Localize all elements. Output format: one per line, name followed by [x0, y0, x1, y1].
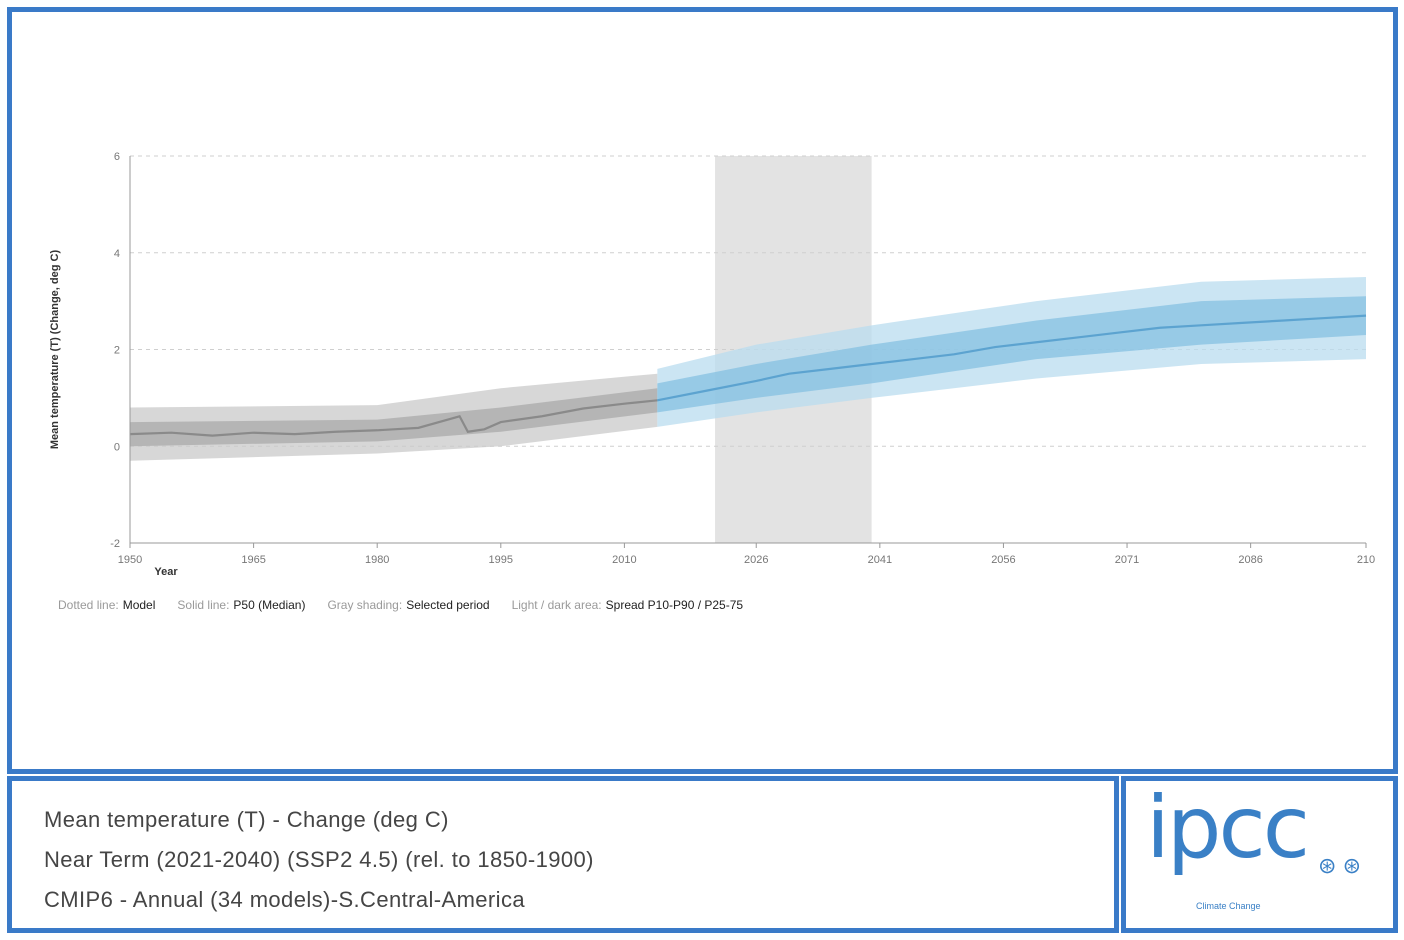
median-line: [657, 314, 1367, 402]
y-axis-title: Mean temperature (T) (Change, deg C): [49, 250, 61, 450]
x-tick-label: 1995: [489, 554, 513, 566]
x-tick-label: 1950: [118, 554, 142, 566]
x-tick-label: 1980: [365, 554, 389, 566]
ipcc-logo-panel: ipcc Climate Change ⊛ ⊛: [1121, 776, 1398, 933]
legend-item-model: Dotted line: Model: [58, 598, 156, 612]
legend-item-period: Gray shading: Selected period: [327, 598, 490, 612]
legend-item-spread: Light / dark area: Spread P10-P90 / P25-7…: [511, 598, 744, 612]
y-tick-label: 0: [114, 441, 120, 453]
ipcc-logo: ipcc: [1146, 778, 1310, 878]
ipcc-logo-subtitle: Climate Change: [1196, 901, 1261, 911]
chart-legend: Dotted line: Model Solid line: P50 (Median…: [58, 598, 743, 612]
y-tick-label: 4: [114, 248, 120, 260]
x-tick-label: 1965: [241, 554, 265, 566]
caption-variable: Mean temperature (T) - Change (deg C): [44, 807, 449, 832]
x-axis-title: Year: [154, 566, 178, 578]
temperature-chart: -2 0 2 4 6 1950 1965 1980 1995 2010 2026 2041 2056 20…: [49, 151, 1375, 578]
x-tick-label: 2026: [744, 554, 768, 566]
y-tick-label: 2: [114, 345, 120, 357]
legend-item-median: Solid line: P50 (Median): [177, 598, 306, 612]
caption-scenario: Near Term (2021-2040) (SSP2 4.5) (rel. t…: [44, 847, 594, 872]
x-tick-label: 2056: [991, 554, 1015, 566]
caption-panel: Mean temperature (T) - Change (deg C) Ne…: [7, 776, 1119, 933]
x-tick-label: 2010: [612, 554, 636, 566]
y-tick-label: 6: [114, 151, 120, 163]
median-line: [129, 399, 658, 437]
spread-band: [130, 388, 658, 447]
x-tick-label: 2071: [1115, 554, 1139, 566]
y-tick-label: -2: [110, 538, 120, 550]
x-tick-label: 2086: [1238, 554, 1262, 566]
wmo-icon: ⊛: [1318, 853, 1337, 878]
x-tick-label: 2041: [868, 554, 892, 566]
caption-dataset: CMIP6 - Annual (34 models)-S.Central-Ame…: [44, 887, 525, 912]
x-tick-label: 210: [1357, 554, 1375, 566]
unep-icon: ⊛: [1342, 853, 1361, 878]
